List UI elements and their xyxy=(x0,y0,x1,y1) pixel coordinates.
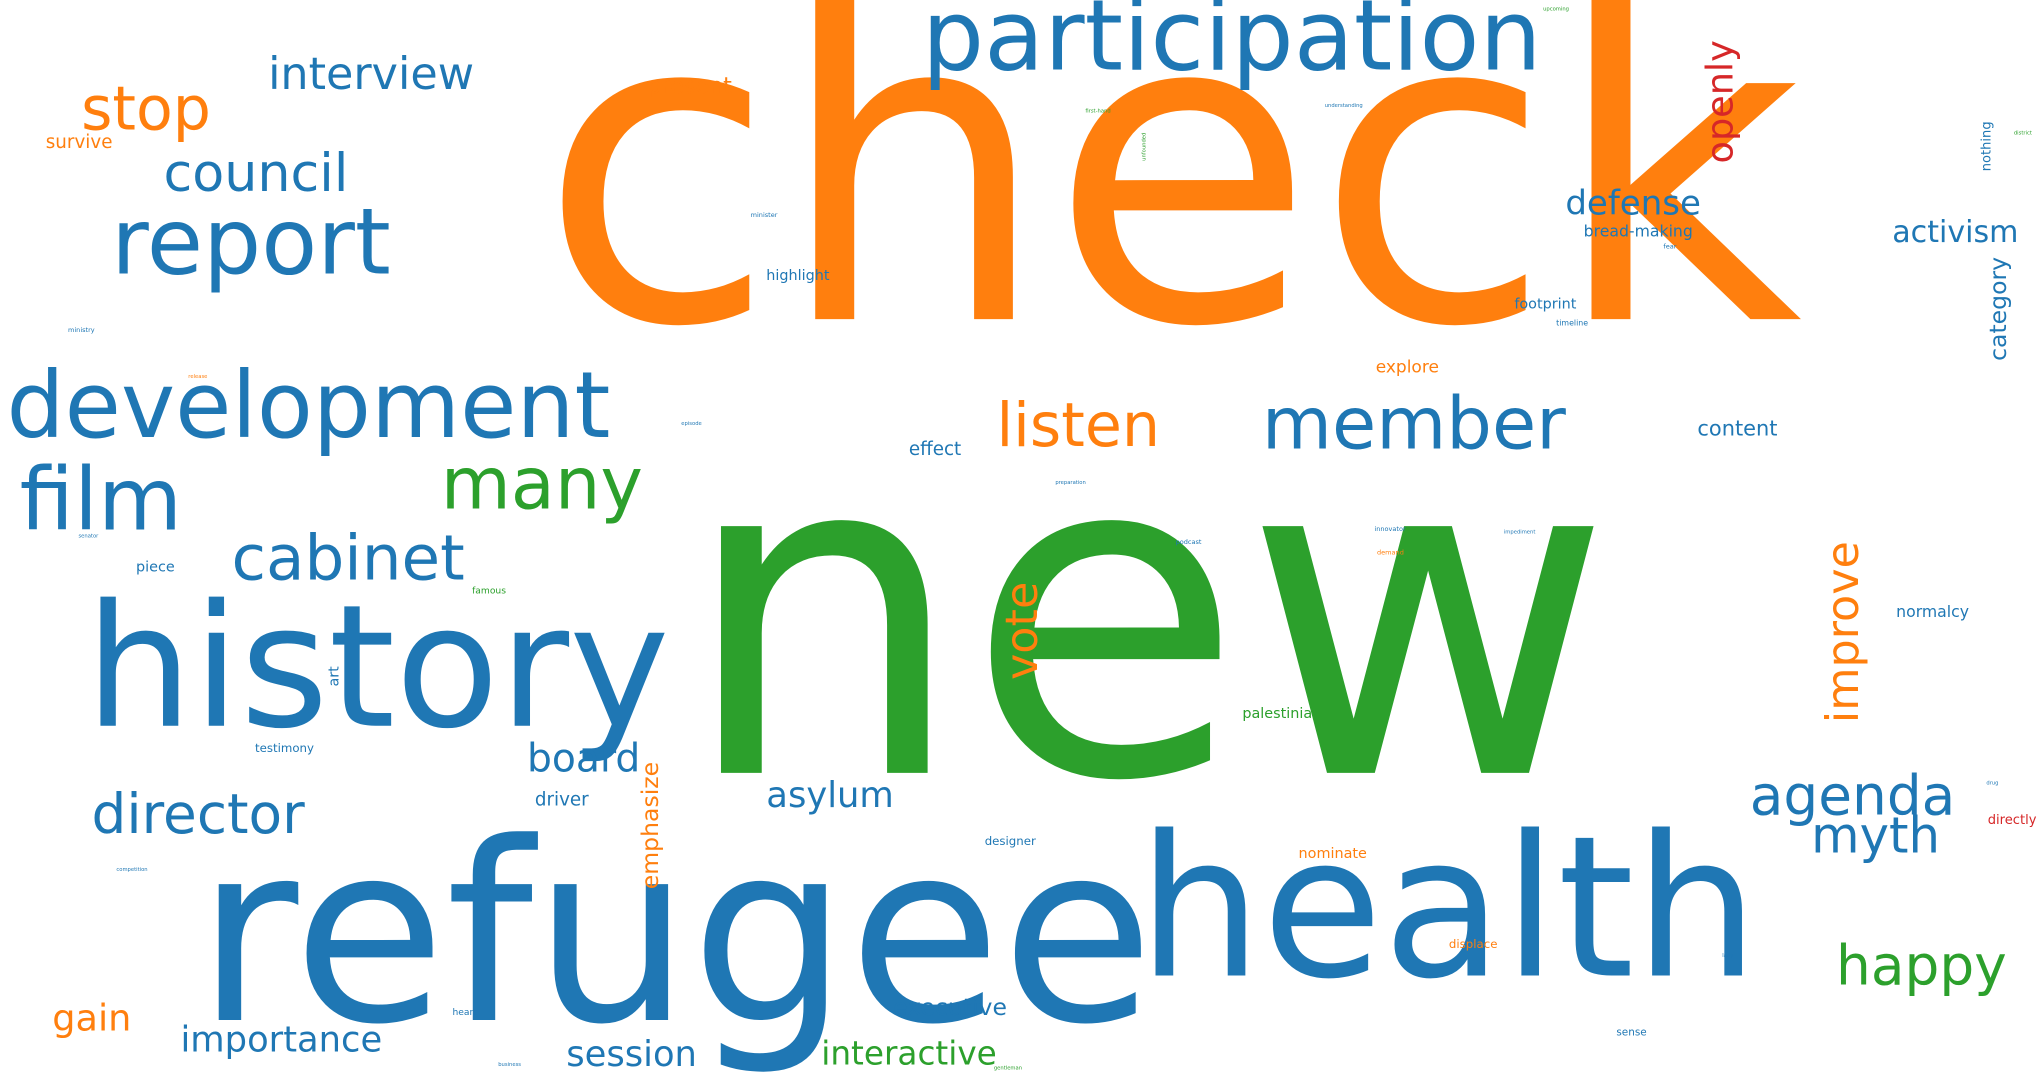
word-highlight: highlight xyxy=(766,266,830,284)
word-happy: happy xyxy=(1836,933,2007,998)
word-director: director xyxy=(91,782,305,847)
word-participation: participation xyxy=(921,0,1542,93)
word-check: check xyxy=(538,0,1803,422)
word-improve: improve xyxy=(1817,541,1871,724)
word-innovator: innovator xyxy=(1374,525,1406,534)
word-category: category xyxy=(1985,256,2013,361)
word-board: board xyxy=(527,736,641,783)
word-fear: fear xyxy=(1663,243,1677,252)
word-minister: minister xyxy=(750,211,778,220)
word-drug: drug xyxy=(1986,779,1999,786)
word-openly: openly xyxy=(1698,40,1742,164)
word-ministry: ministry xyxy=(68,326,95,335)
word-demand: demand xyxy=(1377,549,1404,558)
word-new: new xyxy=(680,355,1613,881)
word-effect: effect xyxy=(908,439,962,461)
word-defense: defense xyxy=(1565,184,1701,224)
word-sense: sense xyxy=(1616,1026,1647,1039)
word-development: development xyxy=(6,351,611,460)
word-content: content xyxy=(1697,415,1778,441)
word-vote: vote xyxy=(996,581,1049,681)
word-stop: stop xyxy=(81,73,212,144)
word-council: council xyxy=(163,143,349,205)
word-driver: driver xyxy=(534,789,589,811)
word-film: film xyxy=(19,449,183,551)
word-testimony: testimony xyxy=(255,742,314,756)
word-explore: explore xyxy=(1375,358,1439,378)
word-competition: competition xyxy=(116,865,148,873)
word-emphasize: emphasize xyxy=(636,761,665,890)
word-preparation: preparation xyxy=(1055,478,1086,486)
word-session: session xyxy=(566,1034,697,1075)
word-timeline: timeline xyxy=(1556,319,1589,329)
word-art: art xyxy=(325,666,343,687)
word-member: member xyxy=(1261,381,1566,466)
word-report: report xyxy=(111,188,391,296)
word-displace: displace xyxy=(1448,938,1498,953)
word-piece: piece xyxy=(136,558,175,576)
word-unfounded: unfounded xyxy=(1140,132,1147,161)
word-gentleman: gentleman xyxy=(993,1064,1023,1072)
word-asylum: asylum xyxy=(766,775,894,817)
word-health: health xyxy=(1137,795,1759,1023)
word-understanding: understanding xyxy=(1324,102,1363,109)
word-designer: designer xyxy=(984,835,1036,849)
word-impediment: impediment xyxy=(1503,528,1536,535)
word-podcast: podcast xyxy=(1175,538,1202,547)
word-nominate: nominate xyxy=(1298,844,1367,862)
word-district: district xyxy=(2013,129,2032,137)
word-executive: executive xyxy=(893,993,1007,1022)
word-normalcy: normalcy xyxy=(1896,602,1970,622)
word-episode: episode xyxy=(681,419,702,427)
word-importance: importance xyxy=(180,1020,383,1061)
word-palestinian: palestinian xyxy=(1242,704,1322,722)
word-business: business xyxy=(498,1060,522,1068)
word-bread-making: bread-making xyxy=(1583,222,1693,241)
word-activism: activism xyxy=(1892,215,2019,250)
word-gain: gain xyxy=(52,996,132,1040)
word-agenda: agenda xyxy=(1749,763,1956,828)
word-lady: lady xyxy=(1722,952,1734,959)
word-interactive: interactive xyxy=(821,1034,997,1073)
word-release: release xyxy=(188,372,208,380)
word-directly: directly xyxy=(1987,813,2037,828)
word-senator: senator xyxy=(78,532,99,539)
word-footprint: footprint xyxy=(1514,295,1577,313)
word-nothing: nothing xyxy=(1979,121,1995,172)
word-first-hand: first-hand xyxy=(1085,107,1111,114)
word-myth: myth xyxy=(1811,806,1940,865)
word-heart: heart xyxy=(452,1006,477,1018)
word-survive: survive xyxy=(45,132,113,154)
word-cabinet: cabinet xyxy=(231,521,465,596)
word-refugee: refugee xyxy=(196,789,1155,1079)
word-listen: listen xyxy=(996,389,1160,461)
word-history: history xyxy=(85,567,670,767)
word-famous: famous xyxy=(472,585,507,597)
word-interview: interview xyxy=(268,48,475,101)
word-upcoming: upcoming xyxy=(1543,5,1569,12)
word-many: many xyxy=(440,442,643,526)
word-present: present xyxy=(647,73,732,100)
